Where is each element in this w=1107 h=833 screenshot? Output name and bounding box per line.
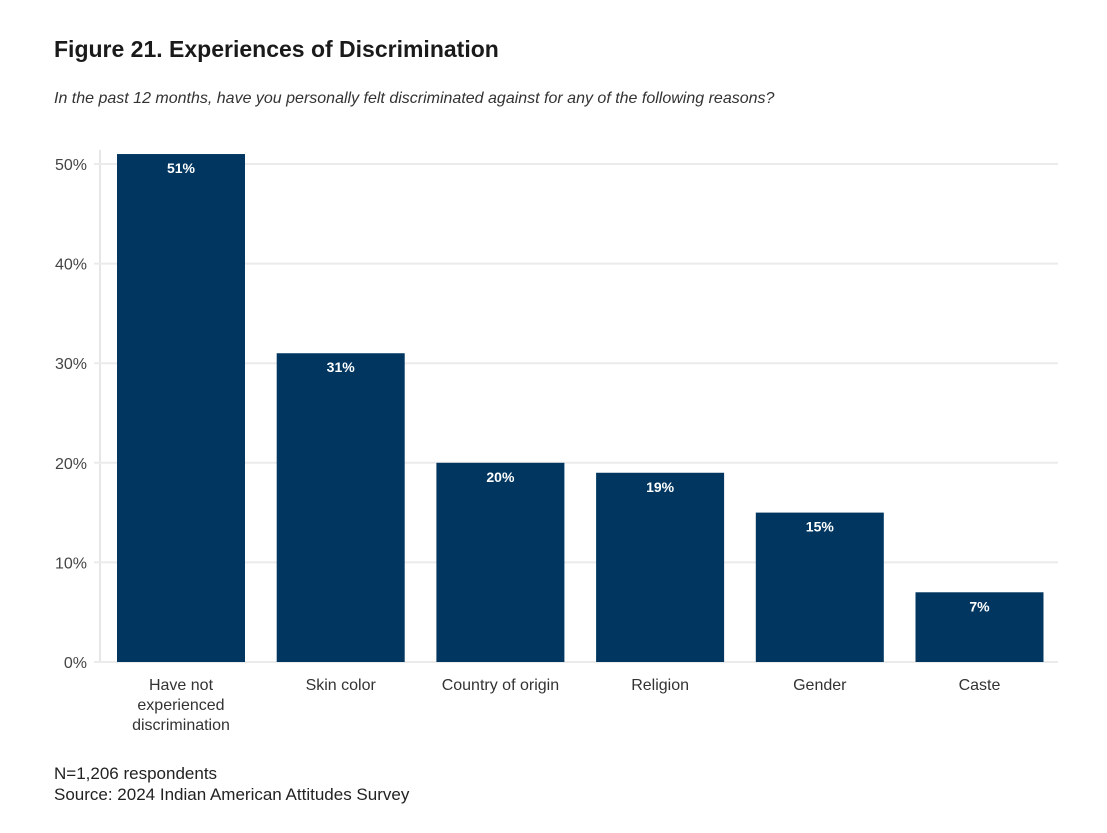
data-label: 51% [167,160,196,176]
y-tick-label: 0% [64,655,87,672]
x-tick-label: Religion [631,677,689,694]
bar [596,472,725,662]
y-tick-label: 30% [55,356,87,373]
data-label: 7% [969,598,990,614]
y-tick-label: 10% [55,555,87,572]
x-tick-label: Country of origin [442,677,559,694]
chart-subtitle: In the past 12 months, have you personal… [54,90,775,107]
y-tick-label: 20% [55,456,87,473]
x-tick-label: Caste [959,677,1001,694]
bar [117,154,245,663]
y-tick-label: 50% [55,157,87,174]
data-label: 20% [486,469,515,485]
x-tick-label: Skin color [306,677,377,694]
data-label: 31% [327,359,356,375]
bar [436,462,565,662]
bar [276,353,405,662]
bar [755,512,884,662]
data-label: 15% [806,519,835,535]
sample-size-note: N=1,206 respondents [54,764,218,783]
x-tick-label: Have not experienced discrimination [132,677,230,734]
y-tick-label: 40% [55,257,87,274]
x-tick-label: Gender [793,677,847,694]
data-label: 19% [646,479,675,495]
chart-title: Figure 21. Experiences of Discrimination [54,36,499,62]
source-note: Source: 2024 Indian American Attitudes S… [54,785,410,804]
bar [915,592,1044,662]
bar-chart: 0% 10% 20% 30% 40% 50% 51% Have not experienced d… [55,150,1058,734]
